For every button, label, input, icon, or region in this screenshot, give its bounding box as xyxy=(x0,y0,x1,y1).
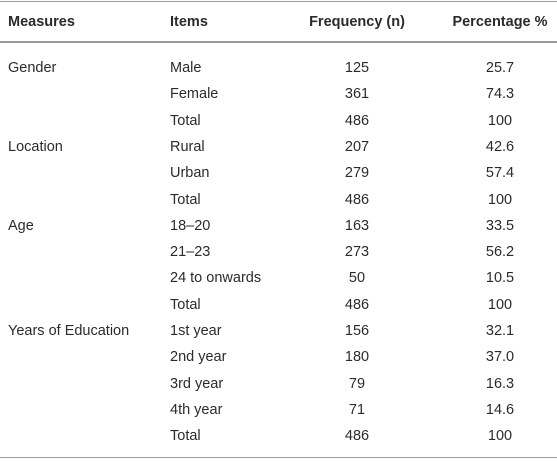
percentage-cell: 56.2 xyxy=(485,244,515,261)
percentage-cell: 33.5 xyxy=(485,217,515,234)
measure-cell: Gender xyxy=(8,60,57,76)
percentage-cell: 100 xyxy=(487,191,513,208)
frequency-cell: 180 xyxy=(344,349,370,366)
item-cell: Total xyxy=(170,428,201,445)
percentage-cell: 100 xyxy=(487,296,513,313)
item-cell: Total xyxy=(170,191,201,208)
frequency-cell: 361 xyxy=(344,86,370,103)
frequency-cell: 279 xyxy=(344,165,370,182)
header-cell: Frequency (n) xyxy=(309,14,405,30)
header-cell: Items xyxy=(170,14,208,30)
percentage-cell: 74.3 xyxy=(485,86,515,103)
percentage-cell: 37.0 xyxy=(485,349,515,366)
frequency-cell: 207 xyxy=(344,138,370,155)
percentage-cell: 57.4 xyxy=(485,165,515,182)
percentage-cell: 100 xyxy=(487,112,513,129)
frequency-cell: 156 xyxy=(344,323,370,339)
header-cell: Measures xyxy=(8,14,75,30)
item-cell: Total xyxy=(170,296,201,313)
item-cell: Male xyxy=(170,60,202,76)
frequency-cell: 163 xyxy=(344,217,370,234)
frequency-cell: 50 xyxy=(348,270,366,287)
item-cell: 24 to onwards xyxy=(170,270,262,287)
item-cell: 3rd year xyxy=(170,375,224,392)
item-cell: Female xyxy=(170,86,219,103)
top-rule xyxy=(0,1,557,2)
percentage-cell: 16.3 xyxy=(485,375,515,392)
frequency-cell: 486 xyxy=(344,191,370,208)
item-cell: 18–20 xyxy=(170,217,211,234)
frequency-cell: 273 xyxy=(344,244,370,261)
item-cell: Rural xyxy=(170,138,205,155)
measure-cell: Age xyxy=(8,217,34,234)
measure-cell: Location xyxy=(8,138,63,155)
percentage-cell: 42.6 xyxy=(485,138,515,155)
percentage-cell: 32.1 xyxy=(485,323,515,339)
frequency-cell: 79 xyxy=(348,375,366,392)
frequency-cell: 486 xyxy=(344,296,370,313)
item-cell: Total xyxy=(170,112,201,129)
measure-cell: Years of Education xyxy=(8,323,130,339)
frequency-cell: 125 xyxy=(344,60,370,76)
frequency-cell: 486 xyxy=(344,428,370,445)
frequency-cell: 71 xyxy=(348,401,366,418)
header-rule xyxy=(0,41,557,43)
frequency-cell: 486 xyxy=(344,112,370,129)
item-cell: Urban xyxy=(170,165,210,182)
item-cell: 21–23 xyxy=(170,244,211,261)
header-cell: Percentage % xyxy=(452,14,548,30)
item-cell: 4th year xyxy=(170,401,223,418)
percentage-cell: 10.5 xyxy=(485,270,515,287)
percentage-cell: 100 xyxy=(487,428,513,445)
percentage-cell: 14.6 xyxy=(485,401,515,418)
bottom-rule xyxy=(0,457,557,458)
item-cell: 1st year xyxy=(170,323,222,339)
percentage-cell: 25.7 xyxy=(485,60,515,76)
item-cell: 2nd year xyxy=(170,349,227,366)
